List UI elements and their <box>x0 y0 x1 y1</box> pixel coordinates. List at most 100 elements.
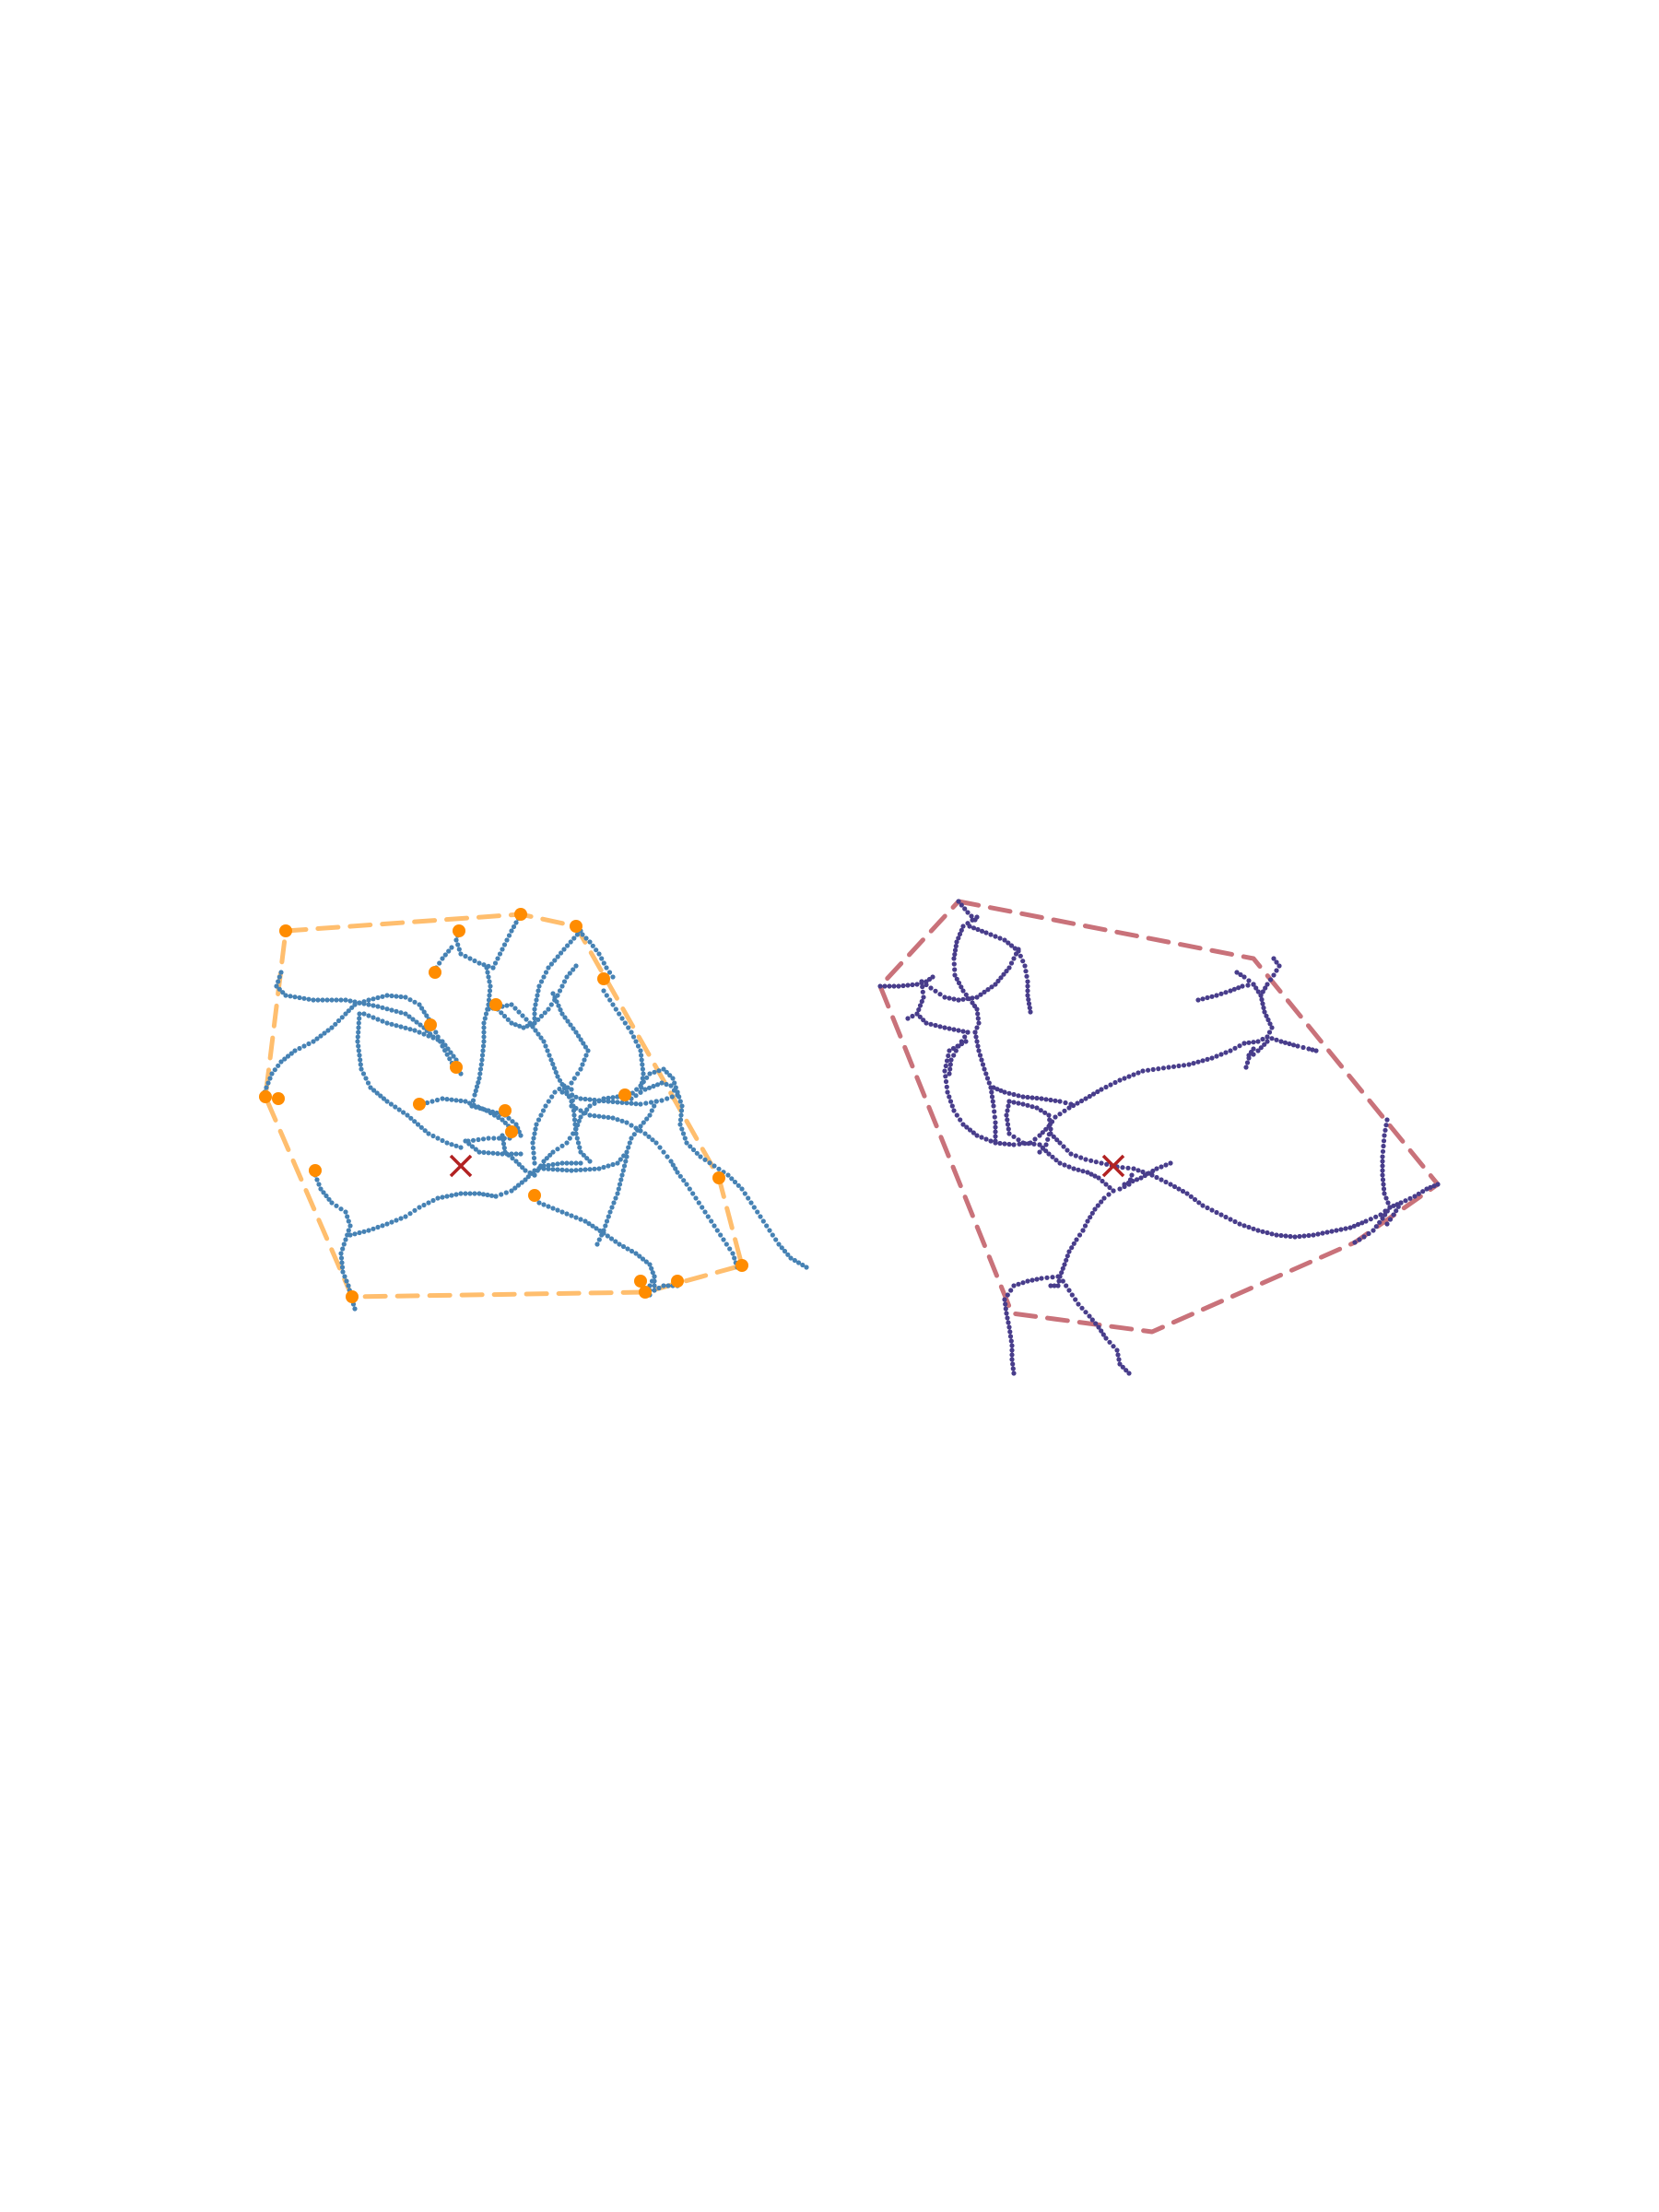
network-point <box>1009 1357 1015 1362</box>
network-point <box>1265 982 1270 987</box>
network-point <box>1082 1223 1088 1229</box>
network-point <box>1267 1021 1273 1027</box>
network-point <box>495 1151 500 1157</box>
network-point <box>575 1140 582 1146</box>
network-point <box>964 1124 970 1130</box>
network-point <box>576 1118 582 1124</box>
network-point <box>578 1114 583 1120</box>
endpoint-marker <box>570 920 582 933</box>
network-point <box>338 1255 345 1261</box>
network-point <box>1154 1166 1159 1171</box>
network-point <box>1099 1160 1104 1166</box>
network-point <box>767 1228 772 1233</box>
network-point <box>1057 1160 1063 1166</box>
network-point <box>1245 982 1251 988</box>
network-point <box>470 1137 477 1143</box>
network-point <box>366 1002 371 1007</box>
network-point <box>652 1288 657 1293</box>
network-point <box>349 1005 355 1010</box>
network-point <box>429 1099 435 1104</box>
network-point <box>496 1135 502 1141</box>
network-point <box>527 1020 533 1026</box>
network-point <box>396 1107 402 1112</box>
network-point <box>1008 1288 1014 1293</box>
network-point <box>607 997 613 1003</box>
network-point <box>340 1246 346 1252</box>
network-point <box>442 1042 448 1048</box>
network-point <box>1040 1130 1045 1135</box>
network-point <box>548 1002 554 1007</box>
network-point <box>559 1089 565 1095</box>
network-point <box>642 1087 648 1092</box>
network-point <box>357 1011 362 1017</box>
network-point <box>280 990 286 995</box>
network-point <box>1107 1184 1112 1191</box>
network-point <box>530 1024 535 1030</box>
network-point <box>1371 1228 1376 1233</box>
network-point <box>292 994 298 1000</box>
network-point <box>394 1023 399 1029</box>
network-point <box>548 1057 554 1063</box>
network-point <box>1006 1320 1011 1325</box>
network-point <box>1009 1343 1015 1348</box>
network-point <box>975 926 981 933</box>
network-point <box>1264 1013 1269 1018</box>
network-point <box>315 997 321 1003</box>
network-point <box>449 1142 454 1147</box>
network-point <box>1378 1212 1383 1218</box>
network-point <box>334 997 339 1003</box>
network-point <box>1297 1233 1302 1240</box>
network-point <box>532 1131 537 1136</box>
network-point <box>541 1166 547 1171</box>
network-point <box>1059 1270 1065 1276</box>
network-point <box>718 1232 724 1238</box>
network-point <box>569 1213 574 1218</box>
network-point <box>651 1083 656 1089</box>
network-point <box>896 983 901 989</box>
network-point <box>503 1190 509 1195</box>
network-point <box>581 1152 586 1158</box>
network-point <box>455 942 461 947</box>
network-point <box>670 1162 676 1168</box>
network-point <box>1025 988 1030 994</box>
network-point <box>1288 1233 1293 1240</box>
network-point <box>576 1033 582 1039</box>
network-point <box>1124 1368 1129 1373</box>
network-point <box>1064 1257 1069 1263</box>
network-point <box>578 1167 583 1172</box>
network-point <box>629 1123 634 1128</box>
network-point <box>648 1100 654 1105</box>
network-point <box>403 1214 408 1219</box>
network-point <box>646 1134 652 1139</box>
network-point <box>1056 1278 1062 1284</box>
network-point <box>1271 972 1277 978</box>
network-point <box>421 1009 427 1015</box>
network-point <box>942 994 947 1000</box>
network-point <box>633 1101 639 1107</box>
network-point <box>1310 1047 1315 1053</box>
network-point <box>1380 1177 1386 1182</box>
network-point <box>555 954 560 959</box>
network-point <box>1057 1099 1063 1104</box>
network-point <box>661 1283 666 1288</box>
network-point <box>1025 983 1030 989</box>
network-point <box>1166 1065 1171 1070</box>
network-point <box>338 1251 344 1256</box>
network-point <box>406 1014 412 1019</box>
network-point <box>647 1262 653 1267</box>
network-point <box>1107 1339 1112 1345</box>
network-point <box>516 1009 522 1015</box>
network-point <box>587 1159 593 1164</box>
network-point <box>520 1165 525 1171</box>
network-point <box>556 1003 561 1008</box>
network-point <box>652 1283 657 1288</box>
network-point <box>329 1025 335 1030</box>
network-point <box>900 982 906 989</box>
network-point <box>453 1098 459 1103</box>
network-point <box>378 1093 383 1099</box>
network-point <box>954 939 959 945</box>
network-point <box>702 1157 708 1162</box>
network-point <box>1163 1179 1169 1185</box>
network-point <box>1283 1233 1288 1239</box>
network-point <box>914 1011 920 1017</box>
